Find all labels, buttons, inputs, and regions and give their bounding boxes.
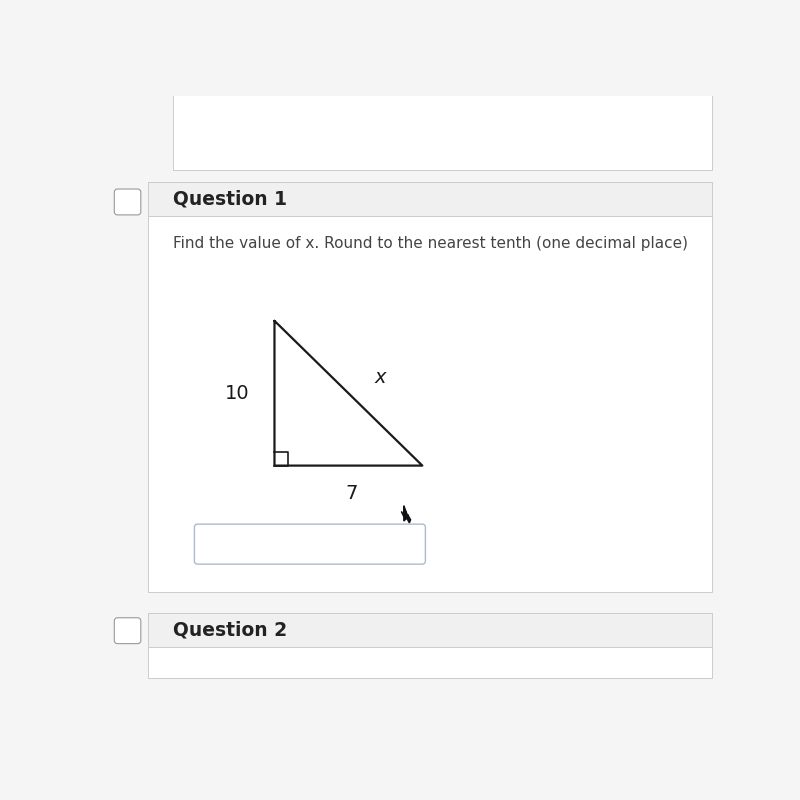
Bar [148, 614, 712, 678]
Polygon shape [404, 506, 410, 523]
Text: 7: 7 [346, 484, 358, 503]
Text: x: x [374, 368, 386, 387]
FancyBboxPatch shape [194, 524, 426, 564]
Text: 10: 10 [226, 384, 250, 402]
Bar [173, 86, 712, 170]
Text: Question 1: Question 1 [173, 190, 287, 209]
FancyBboxPatch shape [114, 189, 141, 215]
Text: Question 2: Question 2 [173, 621, 287, 639]
Bar [148, 182, 712, 592]
Text: Find the value of x. Round to the nearest tenth (one decimal place): Find the value of x. Round to the neares… [173, 236, 688, 251]
Bar [148, 614, 712, 647]
FancyBboxPatch shape [114, 618, 141, 644]
Bar [148, 182, 712, 216]
